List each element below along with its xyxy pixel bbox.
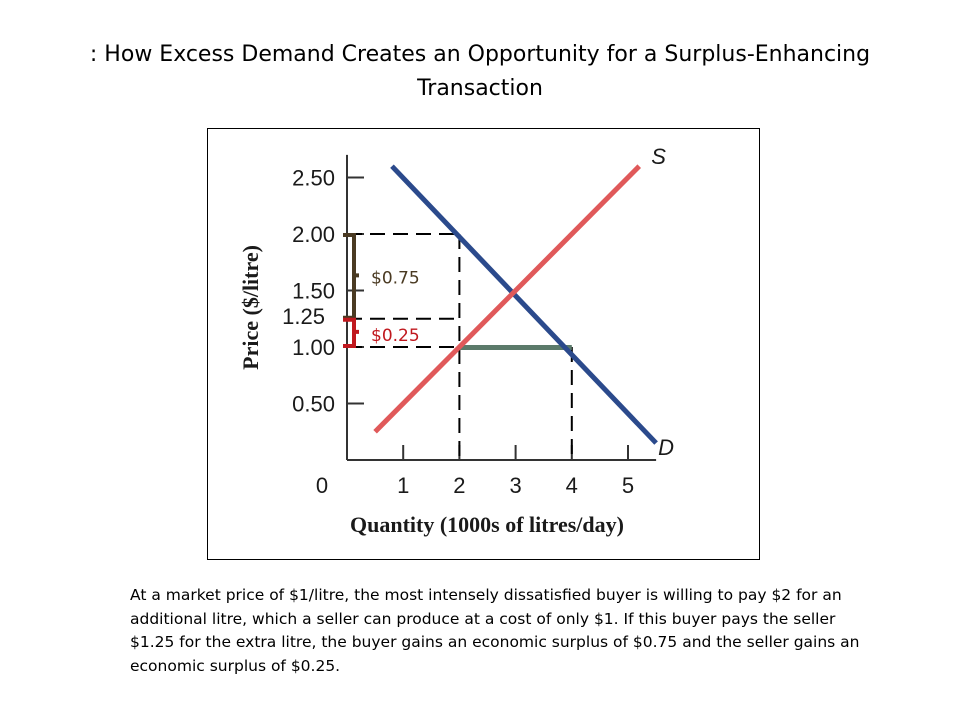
x-tick-label: 4: [566, 473, 578, 498]
y-tick-label: 1.50: [292, 279, 335, 304]
figure-caption: At a market price of $1/litre, the most …: [130, 586, 860, 675]
y-tick-label: 0.50: [292, 392, 335, 417]
y-tick-label: 2.00: [292, 222, 335, 247]
x-tick-label: 3: [509, 473, 521, 498]
x-tick-label: 2: [453, 473, 465, 498]
buyer-surplus-brace: [343, 233, 359, 320]
price-1-25-label: 1.25: [282, 304, 325, 329]
demand-label: D: [658, 435, 674, 460]
supply-label: S: [651, 144, 666, 169]
demand-curve: [390, 164, 658, 445]
seller-surplus-label: $0.25: [371, 326, 420, 346]
slide-title: : How Excess Demand Creates an Opportuni…: [89, 42, 871, 101]
supply-demand-chart: 0.50 1.00 1.50 2.00 2.50 1 2 3 4 5 0 Quantity (1000…: [238, 144, 674, 537]
buyer-surplus-label: $0.75: [371, 268, 420, 288]
origin-label: 0: [316, 473, 328, 498]
seller-surplus-brace: [343, 317, 359, 348]
shortage-segment: [459, 345, 572, 350]
supply-curve: [373, 164, 642, 434]
x-tick-label: 5: [622, 473, 634, 498]
x-tick-label: 1: [397, 473, 409, 498]
y-tick-label: 2.50: [292, 166, 335, 191]
y-tick-label: 1.00: [292, 335, 335, 360]
x-axis-title: Quantity (1000s of litres/day): [350, 512, 624, 537]
y-axis-title: Price ($/litre): [238, 245, 263, 370]
chart-frame: 0.50 1.00 1.50 2.00 2.50 1 2 3 4 5 0 Quantity (1000…: [207, 128, 760, 560]
